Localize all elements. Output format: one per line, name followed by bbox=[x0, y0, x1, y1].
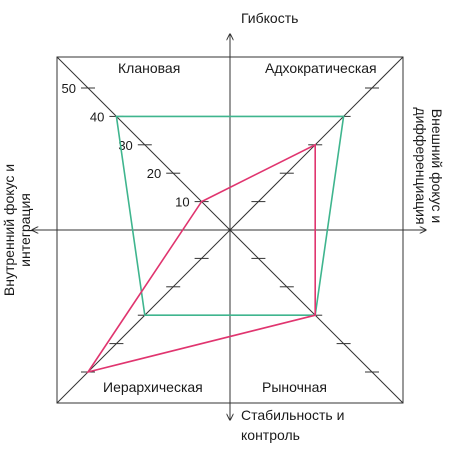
quadrant-label-clan: Клановая bbox=[118, 60, 180, 76]
axis-label-bottom-line1: Стабильность и bbox=[241, 407, 344, 423]
tick-label-20: 20 bbox=[147, 166, 161, 181]
tick-label-10: 10 bbox=[175, 195, 189, 210]
profile-series bbox=[86, 115, 345, 374]
axis-label-right-line2: дифференциация bbox=[413, 107, 429, 224]
tick-label-30: 30 bbox=[118, 138, 132, 153]
quadrant-label-adhocracy: Адхократическая bbox=[265, 60, 377, 76]
quadrant-label-market: Рыночная bbox=[262, 379, 327, 395]
scale-tick-labels: 10 20 30 40 50 bbox=[62, 81, 190, 210]
axis-label-bottom-line2: контроль bbox=[241, 427, 300, 443]
axis-label-top: Гибкость bbox=[241, 10, 298, 26]
tick-label-50: 50 bbox=[62, 81, 76, 96]
tick-label-40: 40 bbox=[90, 109, 104, 124]
axis-label-right-line1: Внешний фокус и bbox=[429, 109, 445, 224]
scale-tick-marks bbox=[81, 87, 379, 373]
quadrant-label-hierarchy: Иерархическая bbox=[103, 379, 203, 395]
axis-label-left-line2: интеграция bbox=[17, 193, 33, 267]
diagonal-axis-anti bbox=[56, 56, 404, 404]
axis-label-left-line1: Внутренний фокус и bbox=[1, 164, 17, 296]
